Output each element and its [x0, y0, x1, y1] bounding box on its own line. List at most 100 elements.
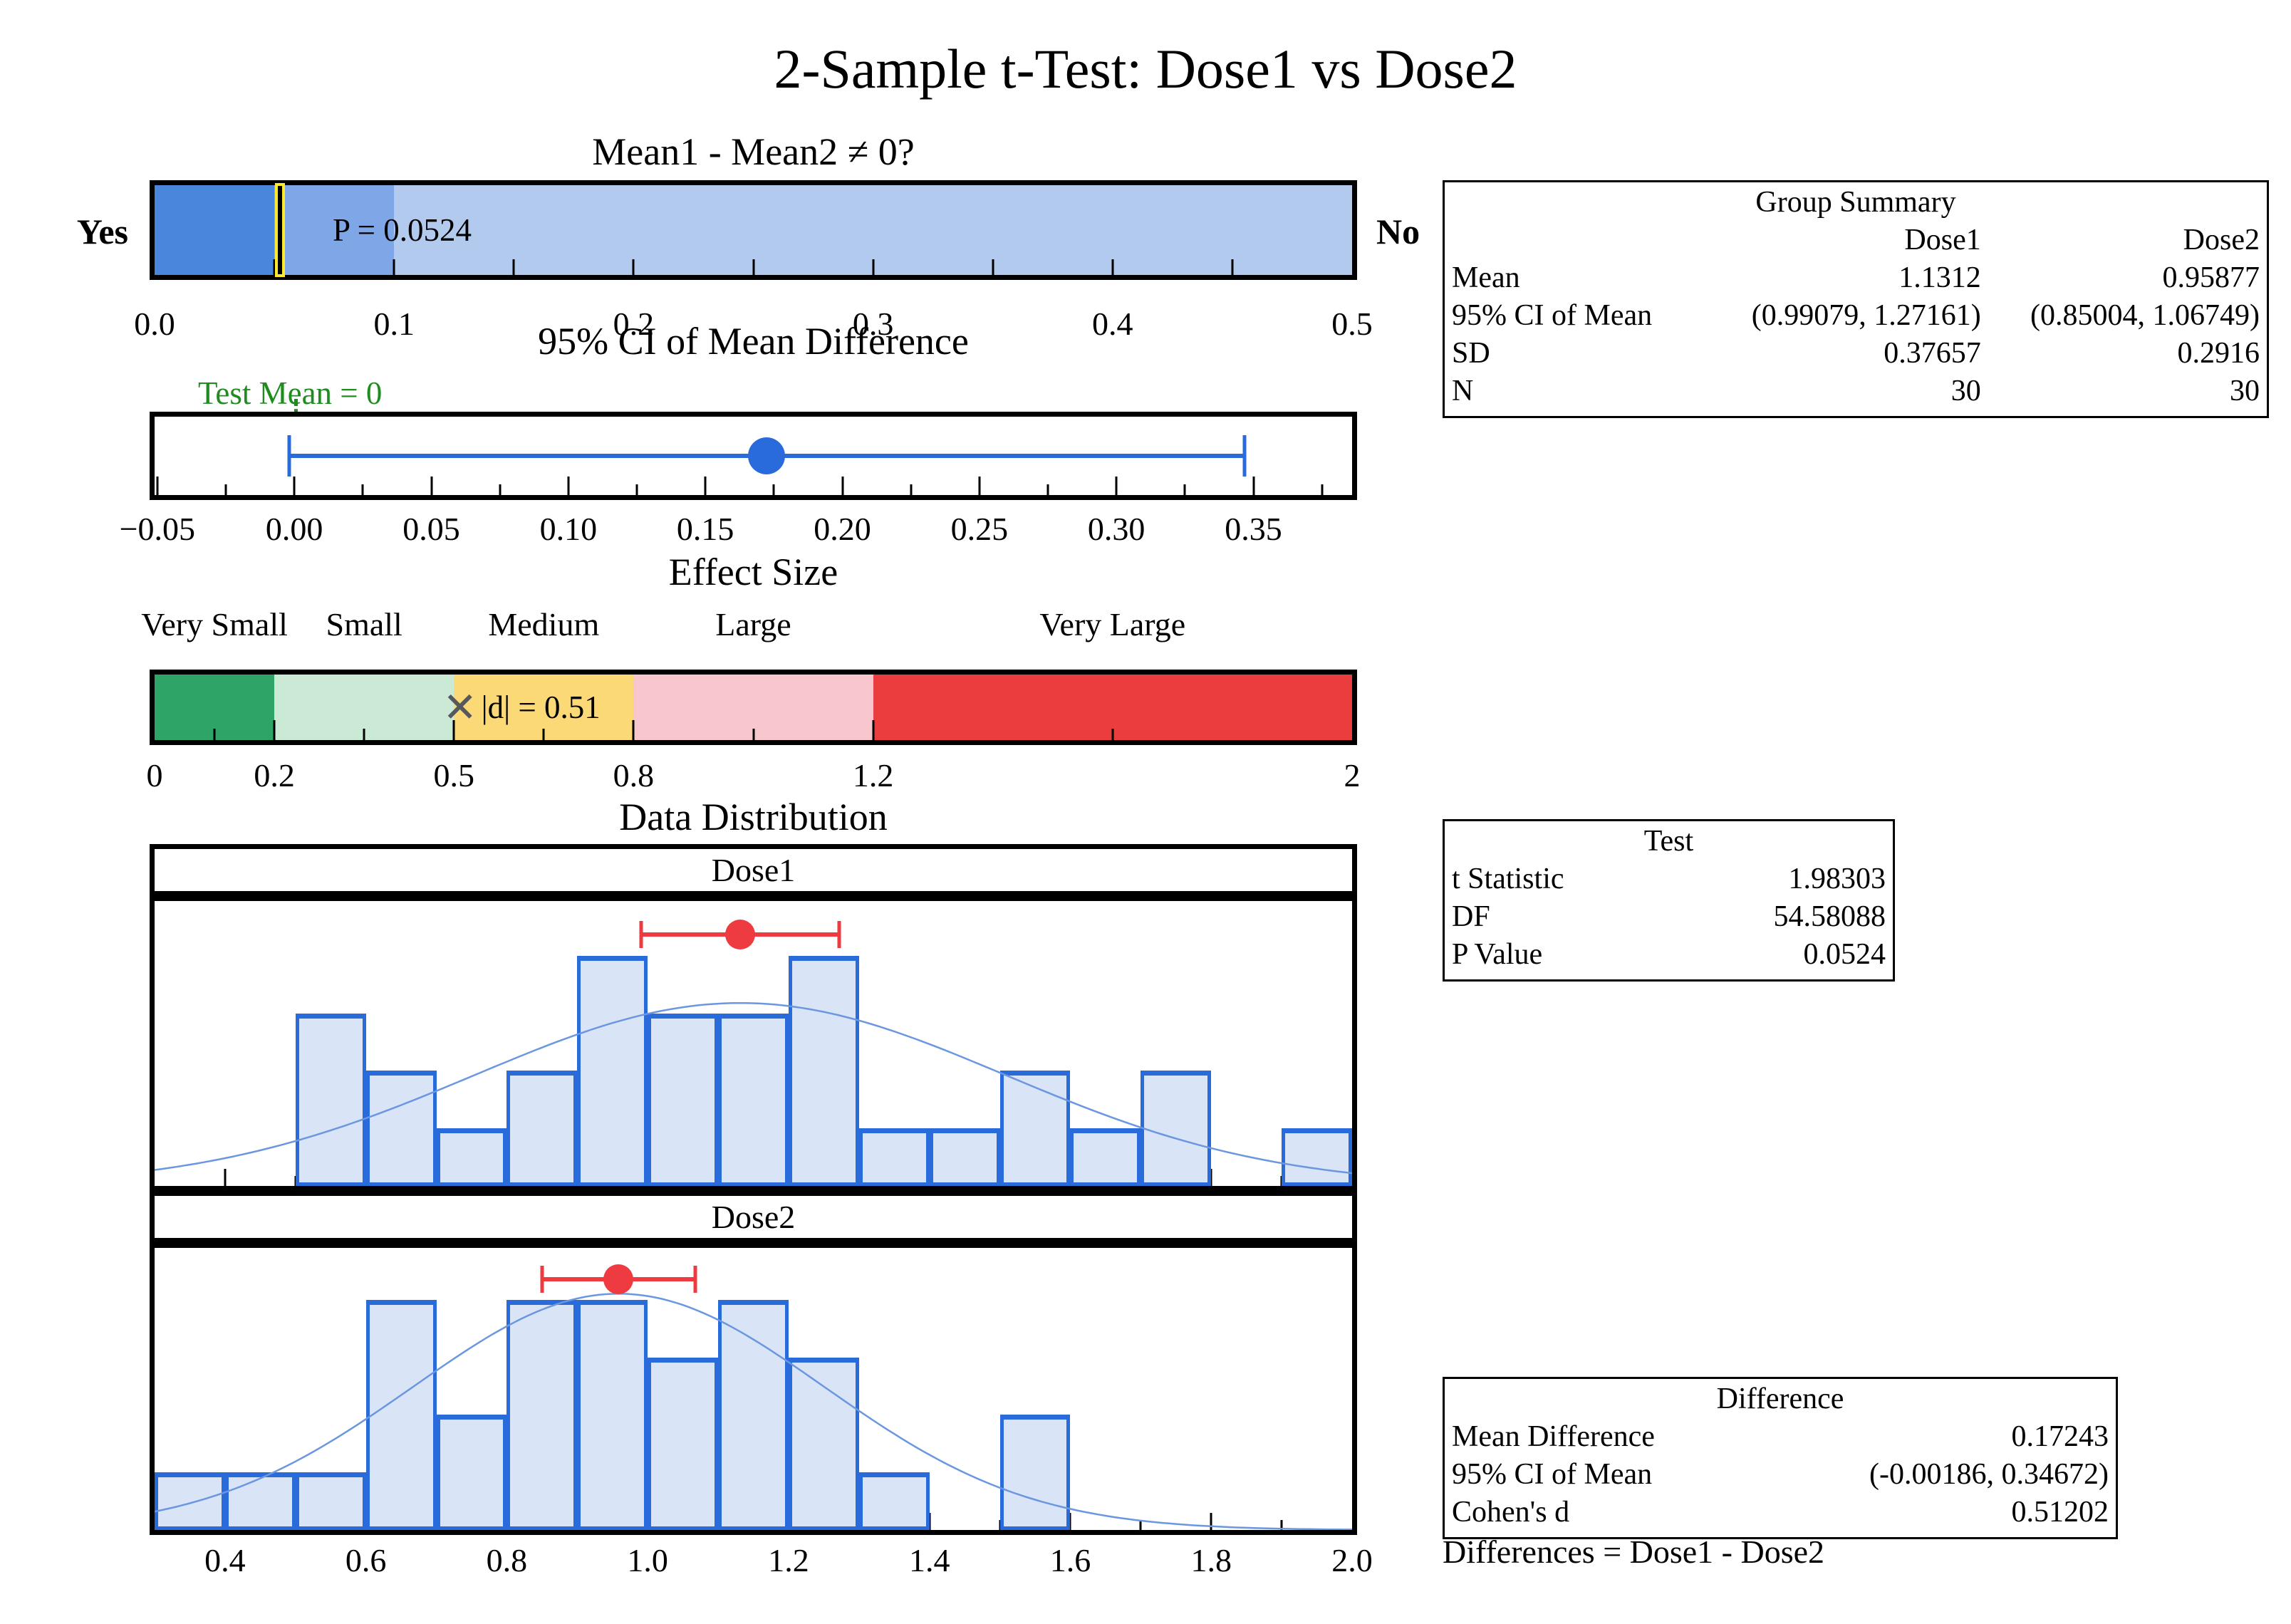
- row-value: (0.99079, 1.27161): [1751, 299, 1981, 332]
- mean-ci-cap-left: [639, 920, 643, 948]
- histogram-bar: [648, 1013, 719, 1186]
- tick: [1183, 484, 1186, 495]
- row-value: 0.95877: [2162, 261, 2260, 294]
- tick: [928, 1513, 931, 1530]
- ci-mean-point: [748, 437, 786, 474]
- row-value: 0.2916: [2177, 337, 2260, 370]
- row-label: SD: [1452, 337, 1490, 370]
- table-row: SD 0.37657 0.2916: [1452, 335, 2260, 373]
- mean-ci-cap-right: [837, 920, 841, 948]
- tick: [393, 259, 395, 275]
- dose1-strip-title: Dose1: [150, 844, 1357, 896]
- histogram-bar: [999, 1415, 1071, 1530]
- row-value: 1.1312: [1898, 261, 1981, 294]
- tick-label: 1.8: [1190, 1542, 1232, 1578]
- mean-point: [724, 919, 755, 949]
- tick: [841, 477, 844, 495]
- pvalue-region-0: [155, 185, 275, 275]
- tick: [872, 259, 875, 275]
- histogram-bar: [506, 1299, 578, 1530]
- histogram-bar: [999, 1071, 1071, 1186]
- tick: [430, 477, 432, 495]
- table-row: Cohen's d 0.51202: [1452, 1494, 2109, 1531]
- mean-ci-cap-right: [693, 1266, 697, 1294]
- tick: [542, 729, 545, 740]
- table-row: 95% CI of Mean (0.99079, 1.27161) (0.85004…: [1452, 297, 2260, 335]
- ci-errorbar-panel: [150, 412, 1357, 500]
- tick: [752, 729, 754, 740]
- row-value: 1.98303: [1788, 863, 1886, 895]
- tick-label: 0.1: [373, 306, 415, 342]
- difference-table: Difference Mean Difference 0.17243 95% CI …: [1443, 1377, 2118, 1539]
- tick: [512, 259, 515, 275]
- p-value-marker: [275, 183, 286, 277]
- tick: [1069, 1513, 1071, 1530]
- row-value: 0.37657: [1884, 337, 1981, 370]
- tick: [224, 1169, 227, 1186]
- ci-errorbar-cap-left: [287, 435, 291, 477]
- tick: [635, 484, 638, 495]
- tick: [992, 259, 994, 275]
- row-value: 54.58088: [1773, 900, 1886, 933]
- tick: [1280, 1520, 1283, 1530]
- tick: [1231, 259, 1234, 275]
- tick: [273, 259, 276, 275]
- pvalue-bar: P = 0.0524: [150, 180, 1357, 280]
- group-summary-title: Group Summary: [1755, 186, 1956, 219]
- tick: [1046, 484, 1049, 495]
- ci-panel-heading: 95% CI of Mean Difference: [538, 320, 969, 363]
- histogram-bar: [295, 1013, 366, 1186]
- tick: [978, 477, 981, 495]
- tick-label: 2.0: [1331, 1542, 1373, 1578]
- table-row: Mean Difference 0.17243: [1452, 1418, 2109, 1456]
- row-label: Mean: [1452, 261, 1520, 294]
- tick-label: 2: [1344, 757, 1361, 793]
- group-summary-table: Group Summary Dose1 Dose2 Mean 1.1312 0.9587…: [1443, 180, 2269, 418]
- yes-label: Yes: [76, 212, 128, 251]
- tick-label: 1.4: [908, 1542, 950, 1578]
- mean-point: [603, 1264, 634, 1295]
- test-table-title: Test: [1643, 825, 1694, 858]
- effect-band-label: Small: [326, 606, 402, 642]
- histogram-bar: [506, 1071, 578, 1186]
- row-label: 95% CI of Mean: [1452, 299, 1653, 332]
- effect-band-label: Very Large: [1039, 606, 1186, 642]
- tick: [213, 729, 216, 740]
- tick: [752, 259, 754, 275]
- row-label: P Value: [1452, 938, 1543, 971]
- tick: [1115, 477, 1118, 495]
- tick-label: 0.15: [676, 511, 734, 547]
- tick: [772, 484, 775, 495]
- tick-label: 0.30: [1087, 511, 1146, 547]
- tick: [704, 477, 707, 495]
- histogram-bar: [577, 955, 648, 1186]
- row-label: Mean Difference: [1452, 1420, 1655, 1453]
- table-row: N 30 30: [1452, 373, 2260, 410]
- pvalue-region-1: [274, 185, 395, 275]
- tick: [567, 477, 570, 495]
- tick-label: 0.6: [345, 1542, 387, 1578]
- tick-label: 0.3: [852, 306, 894, 342]
- histogram-bar: [295, 1472, 366, 1530]
- figure-title: 2-Sample t-Test: Dose1 vs Dose2: [774, 38, 1517, 100]
- histogram-bar: [1282, 1128, 1352, 1186]
- tick: [224, 484, 227, 495]
- histogram-bar: [648, 1357, 719, 1530]
- tick: [452, 720, 455, 740]
- tick: [1139, 1520, 1142, 1530]
- row-value: 30: [1950, 375, 1981, 407]
- row-value: 0.17243: [2011, 1420, 2109, 1453]
- row-value: 0.51202: [2011, 1496, 2109, 1529]
- difference-table-title: Difference: [1716, 1383, 1844, 1415]
- histogram-bar: [577, 1299, 648, 1530]
- effect-size-scale: ✕ |d| = 0.51: [150, 670, 1357, 745]
- histogram-bar: [718, 1299, 789, 1530]
- row-value: 30: [2229, 375, 2260, 407]
- histogram-bar: [436, 1415, 507, 1530]
- tick: [1321, 484, 1324, 495]
- table-row: Mean 1.1312 0.95877: [1452, 259, 2260, 297]
- row-value: (-0.00186, 0.34672): [1869, 1458, 2109, 1491]
- tick-label: 0.5: [433, 757, 475, 793]
- distribution-heading: Data Distribution: [619, 796, 888, 838]
